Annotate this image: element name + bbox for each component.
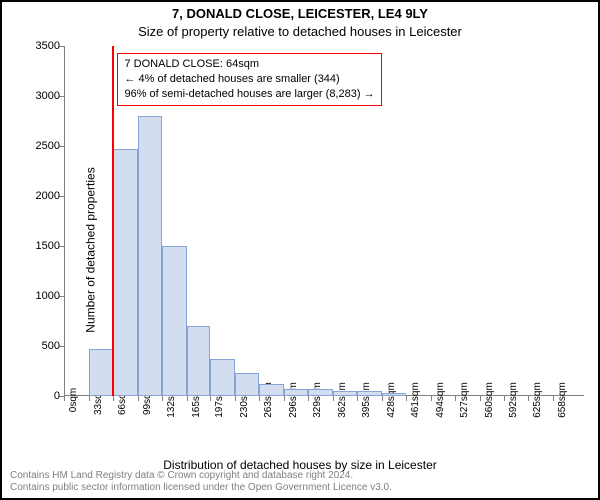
annotation-line: ← 4% of detached houses are smaller (344… [124, 72, 374, 87]
xtick-label: 494sqm [435, 382, 446, 418]
xtick-mark [504, 396, 505, 401]
histogram-bar [235, 373, 260, 396]
chart-subtitle: Size of property relative to detached ho… [2, 24, 598, 39]
xtick-mark [284, 396, 285, 401]
ytick-label: 3000 [20, 90, 60, 102]
histogram-bar [210, 359, 235, 396]
xtick-mark [235, 396, 236, 401]
annotation-box: 7 DONALD CLOSE: 64sqm← 4% of detached ho… [117, 53, 381, 106]
xtick-mark [406, 396, 407, 401]
footer-attribution: Contains HM Land Registry data © Crown c… [10, 470, 590, 494]
plot-area: 05001000150020002500300035000sqm33sqm66s… [64, 46, 584, 396]
ytick-label: 2500 [20, 140, 60, 152]
property-marker-line [112, 46, 114, 396]
ytick-label: 1500 [20, 240, 60, 252]
ytick-label: 1000 [20, 290, 60, 302]
xtick-mark [138, 396, 139, 401]
xtick-mark [455, 396, 456, 401]
xtick-mark [64, 396, 65, 401]
xtick-label: 527sqm [459, 382, 470, 418]
histogram-bar [259, 384, 284, 396]
xtick-mark [113, 396, 114, 401]
histogram-bar [308, 389, 333, 396]
ytick-label: 500 [20, 340, 60, 352]
xtick-label: 625sqm [532, 382, 543, 418]
ytick-label: 2000 [20, 190, 60, 202]
xtick-label: 362sqm [337, 382, 348, 418]
histogram-bar [187, 326, 211, 396]
xtick-label: 296sqm [288, 382, 299, 418]
xtick-mark [333, 396, 334, 401]
histogram-bar [382, 393, 407, 396]
xtick-mark [308, 396, 309, 401]
footer-line2: Contains public sector information licen… [10, 482, 590, 494]
xtick-mark [357, 396, 358, 401]
histogram-bar [89, 349, 114, 396]
xtick-mark [528, 396, 529, 401]
xtick-mark [431, 396, 432, 401]
annotation-line: 96% of semi-detached houses are larger (… [124, 87, 374, 102]
xtick-mark [187, 396, 188, 401]
annotation-line: 7 DONALD CLOSE: 64sqm [124, 57, 374, 72]
histogram-bar [162, 246, 187, 396]
histogram-bar [333, 391, 358, 396]
xtick-label: 658sqm [557, 382, 568, 418]
xtick-mark [480, 396, 481, 401]
chart-container: 7, DONALD CLOSE, LEICESTER, LE4 9LY Size… [0, 0, 600, 500]
xtick-mark [162, 396, 163, 401]
xtick-label: 0sqm [68, 388, 79, 412]
xtick-label: 395sqm [361, 382, 372, 418]
xtick-label: 592sqm [508, 382, 519, 418]
xtick-mark [553, 396, 554, 401]
ytick-label: 3500 [20, 40, 60, 52]
xtick-label: 461sqm [410, 382, 421, 418]
xtick-label: 560sqm [484, 382, 495, 418]
histogram-bar [113, 149, 138, 396]
xtick-mark [382, 396, 383, 401]
chart-title: 7, DONALD CLOSE, LEICESTER, LE4 9LY [2, 6, 598, 21]
ytick-label: 0 [20, 390, 60, 402]
histogram-bar [284, 389, 309, 396]
xtick-mark [259, 396, 260, 401]
xtick-label: 329sqm [312, 382, 323, 418]
xtick-label: 428sqm [386, 382, 397, 418]
histogram-bar [138, 116, 163, 396]
footer-line1: Contains HM Land Registry data © Crown c… [10, 470, 590, 482]
histogram-bar [357, 391, 382, 396]
xtick-mark [210, 396, 211, 401]
xtick-mark [89, 396, 90, 401]
